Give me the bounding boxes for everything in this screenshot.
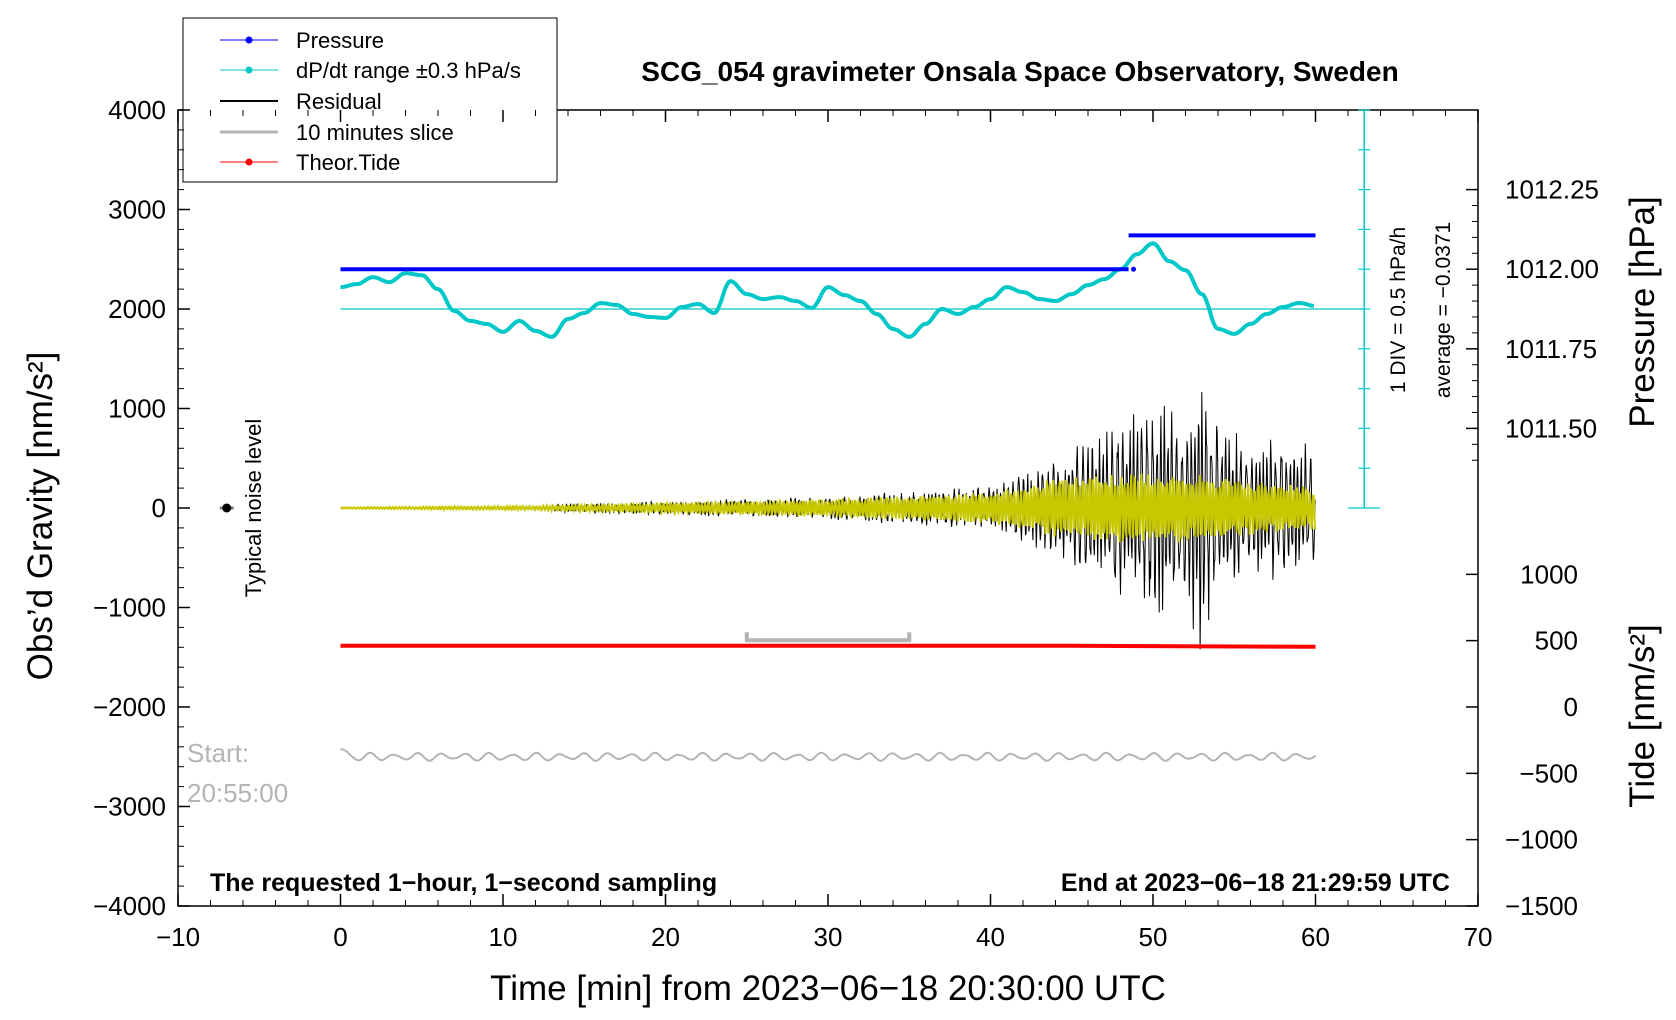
legend-label-residual: Residual [296,89,382,114]
x-tick-label: 60 [1301,922,1330,952]
y-tick-label: −4000 [93,891,166,921]
scale-bar-average-label: average = −0.0371 [1432,222,1455,398]
y-axis-label-tide: Tide [nm/s²] [1623,624,1662,807]
y-tick-label: 2000 [108,294,166,324]
noise-level-label: Typical noise level [241,419,266,598]
y-tick-label: 1000 [108,394,166,424]
series-layer [219,109,1381,762]
slice-bracket [744,632,912,643]
pressure-tick-label: 1012.25 [1505,175,1599,205]
scale-bar-div-label: 1 DIV = 0.5 hPa/h [1387,227,1410,393]
filtered-residual-line [340,473,1316,543]
noise-marker-dot [222,503,232,513]
x-tick-label: 30 [814,922,843,952]
tide-tick-label: −500 [1519,758,1578,788]
y-axis-label-gravity: Obs’d Gravity [nm/s²] [21,352,60,681]
legend-dot-dpdt [245,66,253,74]
tide-tick-label: 0 [1564,692,1578,722]
pressure-tick-label: 1012.00 [1505,254,1599,284]
x-tick-label: 70 [1464,922,1493,952]
start-trace-line [340,747,1317,762]
pressure-point [1131,266,1136,272]
tide-tick-label: −1500 [1505,891,1578,921]
legend-dot-tide [245,158,253,166]
legend-label-slice: 10 minutes slice [296,120,454,145]
x-tick-label: 0 [333,922,347,952]
tide-series-line [340,643,1316,649]
y-tick-label: 3000 [108,195,166,225]
x-tick-label: −10 [156,922,200,952]
y-tick-label: −2000 [93,692,166,722]
legend: Pressure dP/dt range ±0.3 hPa/s Residual… [182,17,558,183]
tide-tick-label: −1000 [1505,825,1578,855]
pressure-tick-label: 1011.50 [1505,413,1597,443]
chart-title: SCG_054 gravimeter Onsala Space Observat… [641,56,1398,87]
y-tick-label: 0 [152,493,166,523]
tide-tick-label: 1000 [1520,559,1578,589]
y-tick-label: −1000 [93,593,166,623]
start-time-label: 20:55:00 [187,778,288,808]
legend-label-pressure: Pressure [296,28,384,53]
x-axis-label: Time [min] from 2023−06−18 20:30:00 UTC [490,969,1166,1008]
sampling-note: The requested 1−hour, 1−second sampling [210,869,717,897]
y-tick-label: −3000 [93,792,166,822]
x-tick-label: 40 [976,922,1005,952]
x-tick-label: 20 [651,922,680,952]
dpdt-series-line [340,241,1315,339]
tide-tick-label: 500 [1535,626,1578,656]
x-tick-label: 10 [489,922,518,952]
y-axis-label-pressure: Pressure [hPa] [1623,196,1662,428]
ticks-layer: −10 0 10 20 30 40 50 60 70 4000 3000 2000 1000 0 −1000… [93,95,1599,952]
end-time-note: End at 2023−06−18 21:29:59 UTC [1061,869,1450,897]
pressure-tick-label: 1011.75 [1505,334,1597,364]
legend-label-tide: Theor.Tide [296,150,400,175]
legend-dot-pressure [245,36,253,44]
x-tick-label: 50 [1139,922,1168,952]
y-tick-label: 4000 [108,95,166,125]
start-label: Start: [187,738,249,768]
legend-label-dpdt: dP/dt range ±0.3 hPa/s [296,58,521,83]
